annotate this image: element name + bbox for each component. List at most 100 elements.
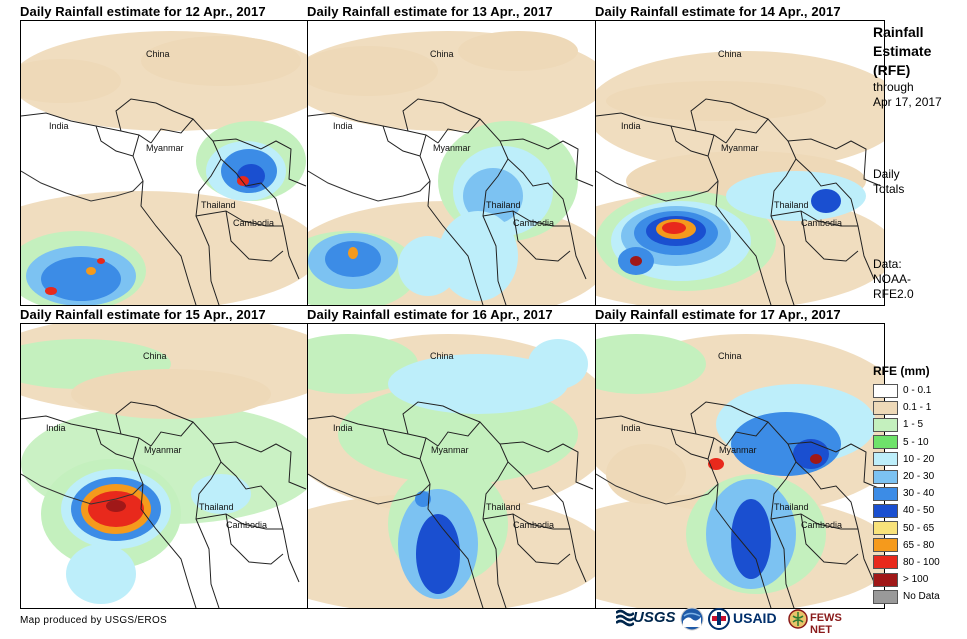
fewsnet-logo: FEWS NET (788, 604, 866, 636)
rainfall-map (596, 334, 884, 608)
place-label-china: China (430, 351, 454, 361)
legend-row: 40 - 50 (873, 502, 940, 519)
place-label-cambodia: Cambodia (801, 520, 843, 530)
country-border (150, 118, 222, 305)
country-border (670, 125, 709, 157)
legend-swatch (873, 503, 898, 518)
country-border (132, 437, 197, 608)
country-border (690, 401, 769, 435)
country-border (707, 134, 772, 305)
country-border (195, 210, 283, 227)
legend-row: 30 - 40 (873, 485, 940, 502)
country-border (150, 421, 222, 608)
country-border (507, 158, 587, 280)
place-label-india: India (621, 423, 641, 433)
rainfall-map (308, 31, 596, 305)
place-label-cambodia: Cambodia (513, 218, 555, 228)
place-label-cambodia: Cambodia (801, 218, 843, 228)
rain-cell (45, 287, 57, 295)
through-date: Apr 17, 2017 (873, 95, 942, 109)
rain-cell (528, 339, 588, 389)
legend-row: No Data (873, 588, 940, 605)
usgs-logo: USGS (616, 604, 678, 634)
place-label-thailand: Thailand (199, 502, 234, 512)
country-border (115, 98, 194, 132)
country-border (770, 210, 858, 227)
legend-label: 5 - 10 (903, 436, 929, 448)
country-border (95, 428, 134, 460)
place-label-myanmar: Myanmar (433, 143, 471, 153)
country-border (220, 158, 300, 280)
rain-cell (596, 334, 706, 394)
legend-swatch (873, 452, 898, 467)
country-border (225, 513, 284, 565)
rain-cell (66, 544, 136, 604)
legend-row: 5 - 10 (873, 434, 940, 451)
legend-row: 20 - 30 (873, 468, 940, 485)
country-border (482, 210, 570, 227)
country-border (499, 138, 594, 187)
rain-cell (810, 454, 822, 464)
place-label-myanmar: Myanmar (719, 445, 757, 455)
legend-row: 0.1 - 1 (873, 399, 940, 416)
legend-label: 20 - 30 (903, 471, 935, 483)
country-border (115, 401, 194, 435)
rain-cell (41, 257, 121, 301)
place-label-china: China (430, 49, 454, 59)
legend-label: 1 - 5 (903, 419, 924, 431)
panel-title: Daily Rainfall estimate for 12 Apr., 201… (20, 4, 266, 19)
coastline (596, 473, 719, 505)
legend-label: > 100 (903, 574, 929, 586)
rain-cell (308, 46, 438, 96)
country-border (499, 441, 594, 490)
rain-cell (97, 258, 105, 264)
rain-cell (731, 412, 841, 476)
country-border (212, 138, 307, 187)
country-border (800, 210, 859, 262)
noaa-emblem-icon (680, 607, 704, 631)
map-frame: China India Myanmar Thailand Cambodia (595, 323, 885, 609)
country-border (725, 421, 797, 608)
legend-row: 10 - 20 (873, 451, 940, 468)
rain-cell (606, 444, 686, 504)
country-border (382, 125, 421, 157)
legend-swatch (873, 555, 898, 570)
usaid-seal-icon (708, 608, 730, 630)
legend-title: RFE (mm) (873, 364, 930, 378)
legend-label: 30 - 40 (903, 488, 935, 500)
country-border (770, 513, 858, 530)
map-frame: China India Myanmar Thailand Cambodia (307, 20, 597, 306)
legend-row: 80 - 100 (873, 554, 940, 571)
country-border (437, 118, 509, 305)
legend-swatch (873, 486, 898, 501)
rain-cell (416, 514, 460, 594)
legend-label: 50 - 65 (903, 522, 935, 534)
rain-cell (237, 176, 249, 186)
place-label-thailand: Thailand (774, 200, 809, 210)
country-border (212, 441, 307, 490)
map-frame: China India Myanmar Thailand Cambodia (20, 323, 310, 609)
panel-title: Daily Rainfall estimate for 14 Apr., 201… (595, 4, 841, 19)
legend-row: 50 - 65 (873, 520, 940, 537)
place-label-india: India (333, 121, 353, 131)
usgs-logo-text: USGS (633, 609, 676, 626)
sidebar-title-block: Rainfall Estimate (RFE) through Apr 17, … (873, 23, 942, 110)
rain-cell (106, 500, 126, 512)
usaid-logo-text: USAID (733, 610, 777, 626)
rain-cell (458, 31, 578, 71)
place-label-thailand: Thailand (774, 502, 809, 512)
usgs-wave-icon (616, 609, 634, 627)
place-label-india: India (46, 423, 66, 433)
sidebar-title-line: Rainfall (873, 24, 924, 40)
panel-title: Daily Rainfall estimate for 15 Apr., 201… (20, 307, 266, 322)
place-label-myanmar: Myanmar (146, 143, 184, 153)
legend-swatch (873, 538, 898, 553)
place-label-myanmar: Myanmar (721, 143, 759, 153)
country-border (132, 134, 197, 305)
legend: 0 - 0.1 0.1 - 1 1 - 5 5 - 10 10 - 20 20 - 30 3… (873, 382, 940, 605)
rain-cell (708, 458, 724, 470)
panel-title: Daily Rainfall estimate for 17 Apr., 201… (595, 307, 841, 322)
country-border (419, 437, 484, 608)
country-border (512, 513, 571, 565)
country-border (419, 134, 484, 305)
